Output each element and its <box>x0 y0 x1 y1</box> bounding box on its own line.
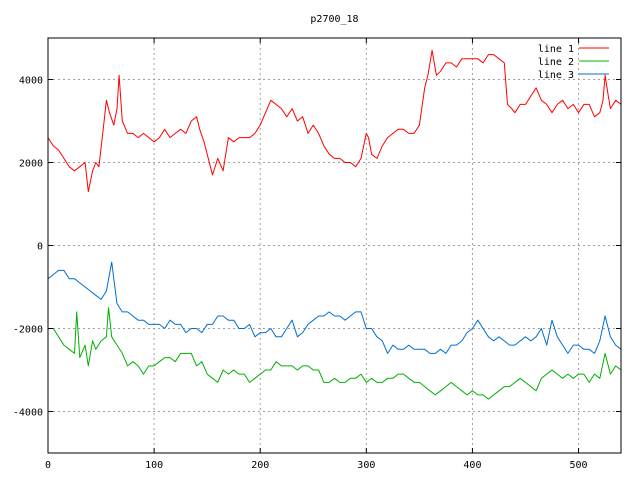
y-tick-label: -2000 <box>13 325 43 336</box>
series-line-3 <box>47 261 622 354</box>
x-tick-label: 200 <box>251 460 269 471</box>
x-tick-label: 400 <box>463 460 481 471</box>
x-tick-label: 100 <box>145 460 163 471</box>
y-tick-label: -4000 <box>13 408 43 419</box>
legend: line 1 line 2 line 3 <box>538 44 609 81</box>
legend-label-3: line 3 <box>538 70 574 81</box>
chart-title: p2700_18 <box>310 14 358 25</box>
series-layer <box>47 49 622 400</box>
legend-label-2: line 2 <box>538 57 574 68</box>
legend-label-1: line 1 <box>538 44 574 55</box>
x-tick-label: 300 <box>357 460 375 471</box>
x-tick-label: 500 <box>570 460 588 471</box>
y-tick-label: 4000 <box>19 76 43 87</box>
axis-ticks: 0 100 200 300 400 500 -4000 -2000 0 2000 4000 <box>13 38 621 471</box>
series-line-1 <box>47 49 622 193</box>
y-tick-label: 0 <box>37 242 43 253</box>
grid-lines <box>48 38 621 453</box>
series-line-2 <box>48 307 622 400</box>
y-tick-label: 2000 <box>19 159 43 170</box>
x-tick-label: 0 <box>45 460 51 471</box>
